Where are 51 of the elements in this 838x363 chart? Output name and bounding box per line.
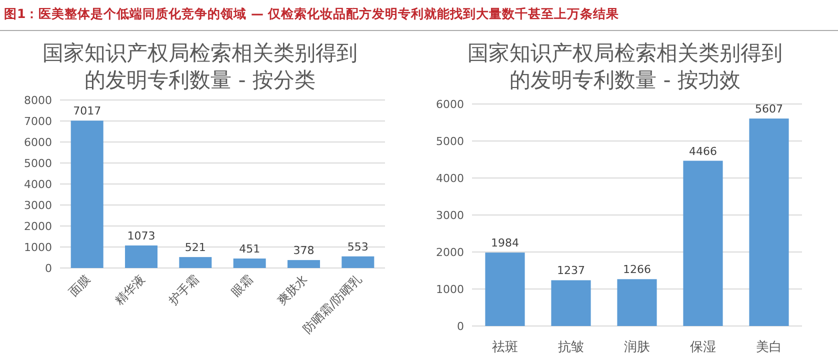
data-label: 451 bbox=[239, 242, 260, 256]
bar bbox=[617, 279, 657, 326]
x-tick-label: 祛斑 bbox=[492, 340, 518, 355]
x-tick-label: 爽肤水 bbox=[274, 272, 310, 308]
bar bbox=[179, 257, 212, 268]
y-tick-label: 7000 bbox=[24, 115, 52, 128]
data-label: 1984 bbox=[491, 236, 519, 250]
y-tick-label: 4000 bbox=[24, 178, 52, 191]
caption: 图1：医美整体是个低端同质化竞争的领域 — 仅检索化妆品配方发明专利就能找到大量数千甚至上万条结果 bbox=[4, 6, 619, 23]
bar bbox=[342, 256, 374, 268]
y-tick-label: 1000 bbox=[24, 241, 52, 254]
y-tick-label: 2000 bbox=[24, 220, 52, 233]
bar bbox=[233, 258, 266, 268]
y-tick-label: 1000 bbox=[436, 283, 464, 296]
data-label: 1237 bbox=[557, 264, 585, 278]
x-tick-label: 精华液 bbox=[112, 272, 148, 308]
bar bbox=[125, 245, 158, 268]
y-tick-label: 0 bbox=[45, 262, 52, 275]
bar bbox=[749, 118, 789, 326]
chart-title: 国家知识产权局检索相关类别得到的发明专利数量 - 按分类 bbox=[42, 40, 358, 94]
data-label: 7017 bbox=[73, 104, 102, 118]
y-tick-label: 4000 bbox=[436, 172, 464, 185]
y-tick-label: 5000 bbox=[436, 135, 464, 148]
x-tick-label: 面膜 bbox=[66, 272, 94, 300]
x-tick-label: 保湿 bbox=[690, 340, 716, 355]
data-label: 1073 bbox=[127, 229, 156, 242]
y-tick-label: 6000 bbox=[436, 98, 464, 111]
data-label: 378 bbox=[293, 244, 314, 258]
y-tick-label: 6000 bbox=[24, 136, 52, 149]
y-tick-label: 5000 bbox=[24, 157, 52, 170]
x-tick-label: 护手霜 bbox=[165, 272, 202, 308]
y-tick-label: 0 bbox=[457, 320, 464, 333]
y-tick-label: 3000 bbox=[436, 209, 464, 222]
y-tick-label: 3000 bbox=[24, 199, 52, 212]
data-label: 553 bbox=[347, 240, 368, 254]
data-label: 5607 bbox=[755, 102, 783, 116]
x-tick-label: 眼霜 bbox=[228, 272, 256, 300]
x-tick-label: 抗皱 bbox=[558, 340, 584, 355]
data-label: 521 bbox=[184, 241, 206, 254]
bar bbox=[288, 260, 320, 268]
chart-title: 国家知识产权局检索相关类别得到的发明专利数量 - 按功效 bbox=[466, 40, 784, 94]
data-label: 4466 bbox=[689, 144, 717, 158]
y-tick-label: 8000 bbox=[24, 94, 52, 107]
bar bbox=[683, 160, 723, 326]
x-tick-label: 润肤 bbox=[624, 340, 650, 355]
x-tick-label: 美白 bbox=[756, 339, 782, 355]
bar bbox=[551, 280, 591, 326]
bar bbox=[70, 120, 104, 268]
bar bbox=[485, 252, 525, 326]
y-tick-label: 2000 bbox=[436, 246, 464, 259]
data-label: 1266 bbox=[623, 263, 651, 276]
